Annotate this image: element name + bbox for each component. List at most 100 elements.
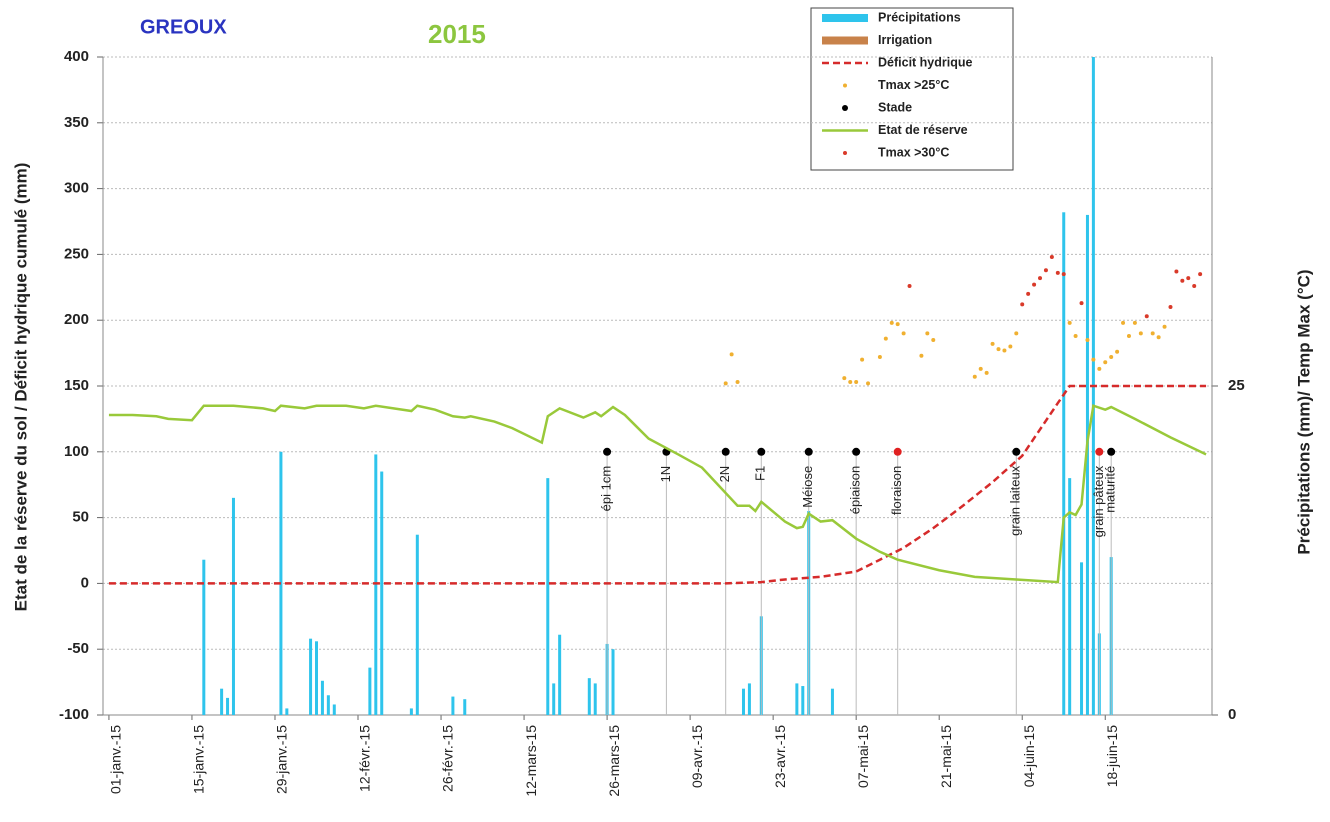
bar (558, 634, 562, 715)
chart-title: GREOUX (140, 16, 227, 38)
point (723, 381, 728, 386)
stage-point (1107, 447, 1116, 456)
bar (593, 683, 597, 715)
point (1026, 291, 1031, 296)
bar (1085, 214, 1089, 716)
point (860, 357, 865, 362)
legend-label: Déficit hydrique (878, 55, 973, 69)
bar (309, 638, 313, 715)
x-tick-label: 23-avr.-15 (772, 725, 788, 788)
bar (611, 649, 615, 715)
bar (587, 678, 591, 715)
point (1055, 270, 1060, 275)
x-tick-label: 18-juin-15 (1104, 725, 1120, 787)
stage-label: 2N (717, 466, 732, 483)
bar (220, 688, 224, 715)
point (877, 355, 882, 360)
point (1115, 349, 1120, 354)
y-tick-label: 100 (64, 443, 89, 460)
x-tick-label: 29-janv.-15 (274, 725, 290, 794)
bar (380, 471, 384, 715)
stage-label: maturité (1103, 466, 1118, 513)
y-tick-label: 400 (64, 48, 89, 65)
stage-label: floraison (889, 466, 904, 515)
legend-label: Irrigation (878, 33, 932, 47)
stage-point (893, 447, 902, 456)
stage-label: Méiose (800, 466, 815, 508)
bar (795, 683, 799, 715)
point (1132, 320, 1137, 325)
point (1061, 272, 1066, 277)
stage-label: épi 1cm (599, 466, 614, 512)
legend-label: Précipitations (878, 10, 961, 24)
x-tick-label: 26-mars-15 (606, 725, 622, 797)
point (931, 337, 936, 342)
stage-label: épiaison (848, 466, 863, 514)
point (1079, 301, 1084, 306)
bar (1068, 478, 1072, 715)
x-tick-label: 01-janv.-15 (108, 725, 124, 794)
point (1073, 333, 1078, 338)
point (972, 374, 977, 379)
x-tick-label: 09-avr.-15 (689, 725, 705, 788)
bar (552, 683, 556, 715)
x-tick-label: 26-févr.-15 (440, 725, 456, 792)
x-tick-label: 12-mars-15 (523, 725, 539, 797)
legend-label: Tmax >25°C (878, 78, 949, 92)
y-axis-label: Etat de la réserve du sol / Déficit hydr… (11, 163, 30, 612)
point (1126, 333, 1131, 338)
x-tick-label: 12-févr.-15 (357, 725, 373, 792)
stage-label: 1N (658, 466, 673, 483)
bar (226, 697, 230, 715)
bar (368, 667, 372, 715)
legend (810, 7, 1014, 171)
point (1180, 278, 1185, 283)
bar (285, 708, 289, 715)
stage-point (852, 447, 861, 456)
point (1067, 320, 1072, 325)
point (1162, 324, 1167, 329)
point (842, 376, 847, 381)
legend-label: Etat de réserve (878, 123, 968, 137)
point (1043, 268, 1048, 273)
bar (546, 478, 550, 715)
y-tick-label: 0 (81, 574, 89, 591)
bar (801, 686, 805, 715)
x-tick-label: 15-janv.-15 (191, 725, 207, 794)
bar (1080, 562, 1084, 715)
bar (202, 559, 206, 715)
bar (231, 497, 235, 715)
y2-axis-label: Précipitations (mm)/ Temp Max (°C) (1294, 269, 1313, 554)
bar (374, 454, 378, 715)
point (1049, 255, 1054, 260)
stage-point (804, 447, 813, 456)
point (1198, 272, 1203, 277)
legend-swatch (842, 105, 848, 111)
stage-point (721, 447, 730, 456)
point (1008, 344, 1013, 349)
point (919, 353, 924, 358)
point (1014, 331, 1019, 336)
line (108, 384, 1207, 585)
point (1085, 337, 1090, 342)
point (1032, 282, 1037, 287)
point (1150, 331, 1155, 336)
point (1002, 348, 1007, 353)
stage-point (757, 447, 766, 456)
bar (741, 688, 745, 715)
bar (409, 708, 413, 715)
bar (415, 534, 419, 715)
stage-label: grain pâteux (1091, 465, 1106, 537)
stage-label: F1 (753, 466, 768, 481)
point (883, 336, 888, 341)
y-tick-label: -100 (59, 706, 89, 723)
bar (747, 683, 751, 715)
y-tick-label: 250 (64, 245, 89, 262)
bar (451, 696, 455, 715)
point (729, 352, 734, 357)
y-tick-label: -50 (67, 640, 89, 657)
y2-tick-label: 25 (1228, 377, 1245, 394)
point (854, 380, 859, 385)
